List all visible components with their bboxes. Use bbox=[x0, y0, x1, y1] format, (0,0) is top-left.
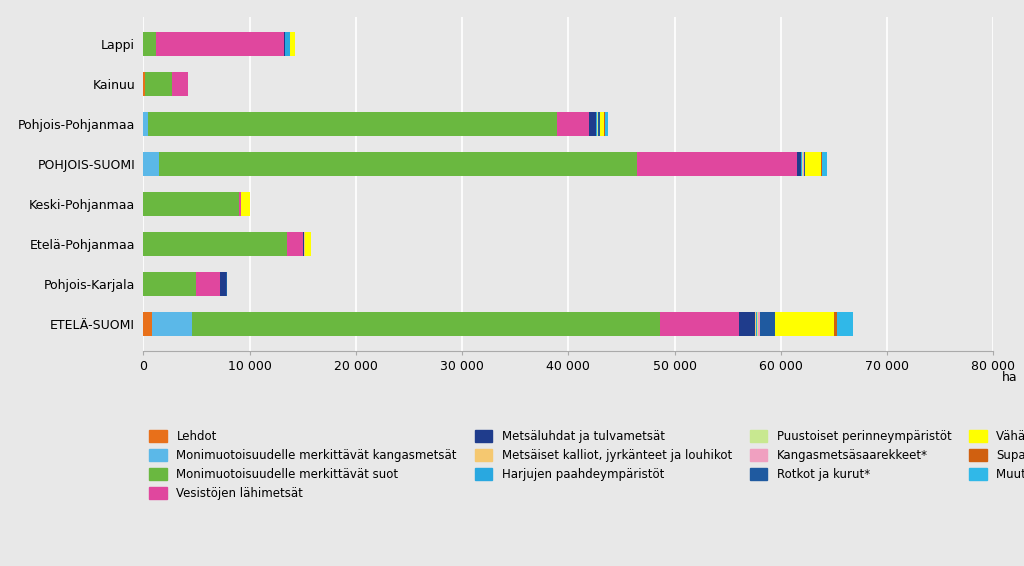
Bar bbox=[143, 32, 156, 56]
Bar bbox=[152, 312, 193, 336]
Bar bbox=[598, 112, 600, 136]
Bar bbox=[834, 312, 837, 336]
Bar bbox=[600, 112, 604, 136]
Bar bbox=[803, 152, 804, 176]
Bar bbox=[759, 312, 760, 336]
Bar bbox=[837, 312, 853, 336]
Bar bbox=[797, 152, 801, 176]
Bar bbox=[760, 312, 775, 336]
Bar bbox=[756, 312, 757, 336]
Bar bbox=[143, 272, 197, 296]
Bar bbox=[637, 152, 797, 176]
Bar bbox=[220, 272, 226, 296]
Bar bbox=[604, 112, 605, 136]
Bar bbox=[589, 112, 596, 136]
Bar bbox=[226, 272, 227, 296]
Bar bbox=[143, 152, 160, 176]
Bar bbox=[284, 32, 285, 56]
Bar bbox=[285, 32, 290, 56]
Bar bbox=[801, 152, 802, 176]
Bar bbox=[156, 32, 284, 56]
Bar bbox=[821, 152, 827, 176]
Bar bbox=[557, 112, 589, 136]
Bar bbox=[145, 72, 172, 96]
Bar bbox=[739, 312, 756, 336]
Bar bbox=[775, 312, 834, 336]
Bar bbox=[805, 152, 820, 176]
Bar bbox=[290, 32, 295, 56]
Bar bbox=[758, 312, 759, 336]
Bar bbox=[305, 232, 311, 256]
Bar bbox=[172, 72, 188, 96]
Bar bbox=[757, 312, 758, 336]
Bar bbox=[239, 192, 241, 216]
Bar bbox=[147, 112, 557, 136]
Bar bbox=[143, 192, 239, 216]
Bar bbox=[596, 112, 597, 136]
Bar bbox=[143, 112, 147, 136]
Bar bbox=[804, 152, 805, 176]
Bar bbox=[197, 272, 220, 296]
Bar bbox=[160, 152, 637, 176]
Bar bbox=[193, 312, 659, 336]
Bar bbox=[143, 312, 152, 336]
Bar bbox=[820, 152, 821, 176]
Bar bbox=[303, 232, 304, 256]
Bar bbox=[287, 232, 303, 256]
Bar bbox=[304, 232, 305, 256]
Bar bbox=[659, 312, 739, 336]
Bar bbox=[605, 112, 608, 136]
Text: ha: ha bbox=[1001, 371, 1018, 384]
Bar bbox=[241, 192, 250, 216]
Bar bbox=[143, 232, 287, 256]
Bar bbox=[143, 72, 145, 96]
Legend: Lehdot, Monimuotoisuudelle merkittävät kangasmetsät, Monimuotoisuudelle merkittä: Lehdot, Monimuotoisuudelle merkittävät k… bbox=[150, 430, 1024, 500]
